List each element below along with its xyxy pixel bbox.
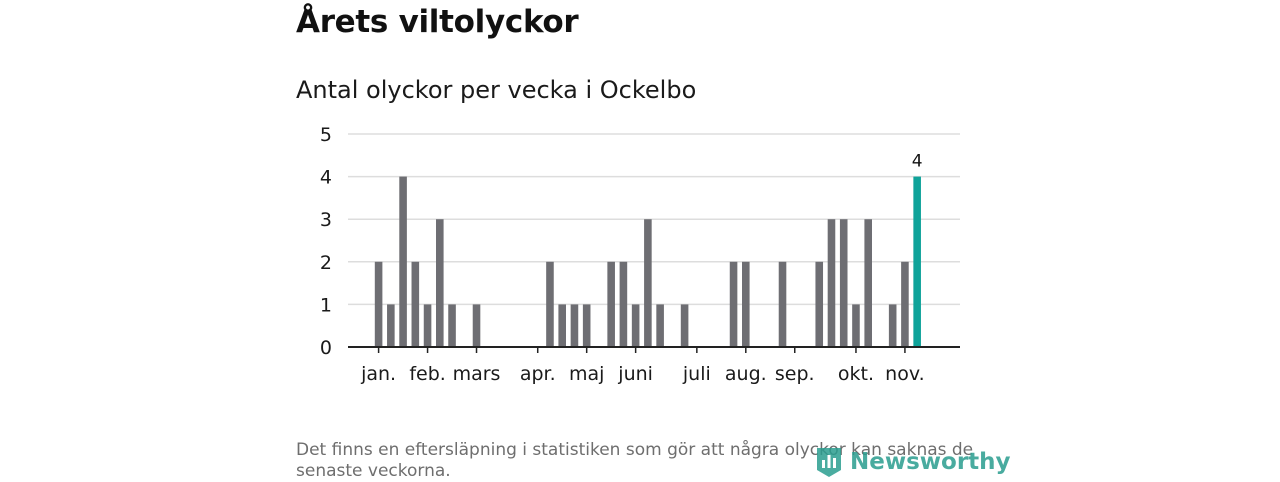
bar [631,304,640,347]
bar [399,176,407,347]
x-tick-label: jan. [360,363,396,385]
bar [607,261,615,347]
x-tick-label: juni [617,363,653,385]
highlight-bar [913,176,921,347]
bar [436,219,444,347]
bar [472,304,481,347]
bar [570,304,579,347]
x-axis-ticks: jan. feb. mars apr. maj juni juli aug. sep. okt. n… [360,347,925,385]
y-tick-label: 2 [320,252,332,274]
brand-name: Newsworthy [850,449,1011,475]
bar [864,219,872,347]
bar [680,304,689,347]
bar [827,219,836,347]
x-tick-label: feb. [409,363,445,385]
bar [423,304,432,347]
bar [852,304,860,347]
y-tick-label: 3 [320,209,332,231]
x-tick-label: juli [682,363,711,385]
y-tick-label: 1 [320,294,332,316]
x-tick-label: mars [453,363,501,385]
bar [729,261,738,347]
bars [374,176,921,347]
bar-chart-badge-icon [817,448,841,477]
x-tick-label: aug. [725,363,767,385]
x-tick-label: sep. [775,363,815,385]
bar [619,261,628,347]
brand-logo: Newsworthy [814,446,1011,478]
chart-title: Årets viltolyckor [296,4,579,40]
chart-subtitle: Antal olyckor per vecka i Ockelbo [296,76,697,104]
bar [901,261,909,347]
bar [644,219,652,347]
bar [546,261,554,347]
weekly-accidents-bar-chart: 0 1 2 3 4 5 jan. feb. mars apr. maj juni juli aug. se… [320,124,960,385]
y-tick-label: 5 [320,124,332,146]
x-tick-label: maj [569,363,604,385]
bar [888,304,897,347]
y-axis-labels: 0 1 2 3 4 5 [320,124,332,359]
bar [742,261,750,347]
bar [558,304,566,347]
x-tick-label: nov. [885,363,924,385]
bar [448,304,456,347]
bar [387,304,395,347]
highlight-value-label: 4 [912,152,923,172]
bar [411,261,420,347]
bar [374,261,383,347]
x-tick-label: okt. [838,363,874,385]
x-tick-label: apr. [520,363,556,385]
bar [839,219,848,347]
footnote: Det finns en eftersläpning i statistiken… [296,440,974,481]
annotations: 4 [912,152,923,172]
bar [656,304,664,347]
bar [582,304,591,347]
y-tick-label: 0 [320,337,332,359]
bar [815,261,824,347]
bar [778,261,787,347]
y-tick-label: 4 [320,167,332,189]
